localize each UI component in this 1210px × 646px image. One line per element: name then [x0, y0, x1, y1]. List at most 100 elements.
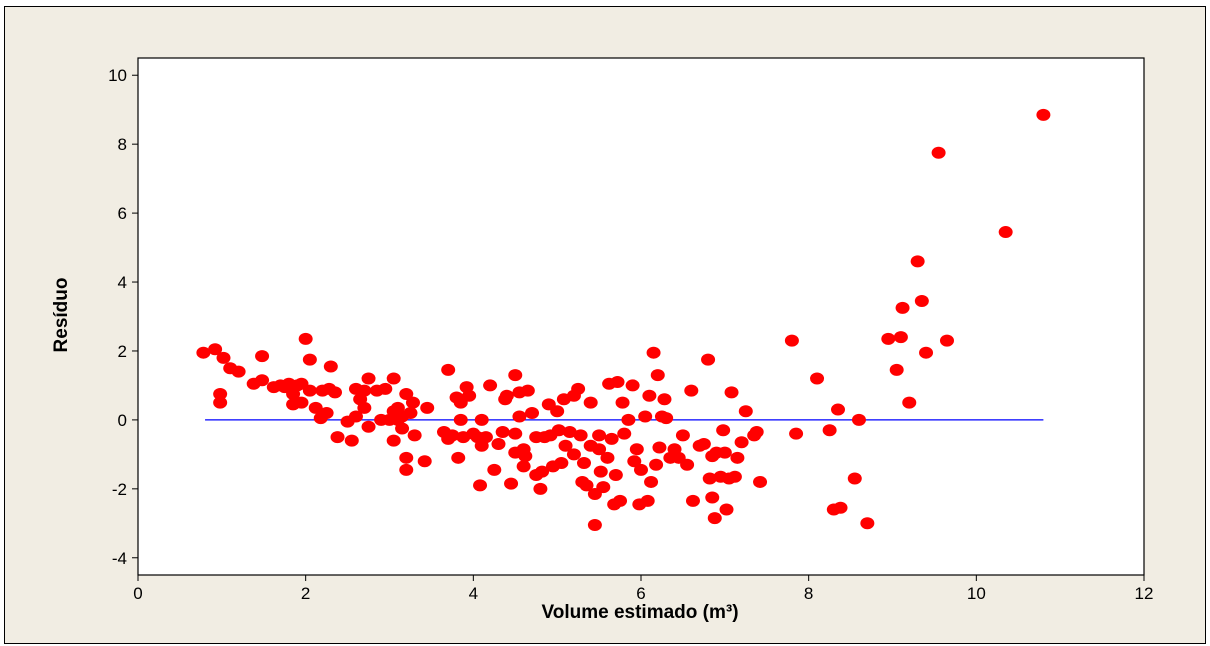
data-point	[348, 410, 363, 423]
data-point	[453, 413, 468, 426]
data-point	[499, 389, 514, 402]
y-tick-label: 2	[118, 342, 127, 361]
data-point	[213, 388, 228, 401]
data-point	[474, 413, 489, 426]
data-point	[562, 425, 577, 438]
data-point	[644, 475, 659, 488]
data-point	[784, 334, 799, 347]
data-point	[810, 372, 825, 385]
data-point	[893, 331, 908, 344]
data-point	[910, 255, 925, 268]
data-point	[749, 425, 764, 438]
data-point	[231, 365, 246, 378]
residual-scatter-chart: 0 2 4 6 8 10 12 -4 -2 0 2 4 6 8 10 Volume estimado (m³…	[51, 57, 1153, 623]
data-point	[738, 405, 753, 418]
y-tick-label: 8	[118, 135, 127, 154]
data-points	[196, 108, 1051, 532]
data-point	[895, 301, 910, 314]
data-point	[627, 455, 642, 468]
data-point	[386, 372, 401, 385]
data-point	[208, 343, 223, 356]
data-point	[399, 388, 414, 401]
data-point	[520, 384, 535, 397]
data-point	[399, 451, 414, 464]
data-point	[659, 412, 674, 425]
x-tick-label: 8	[804, 584, 813, 603]
data-point	[621, 413, 636, 426]
x-tick-label: 12	[1135, 584, 1154, 603]
data-point	[361, 420, 376, 433]
data-point	[516, 460, 531, 473]
x-tick-label: 0	[133, 584, 142, 603]
data-point	[702, 472, 717, 485]
data-point	[357, 401, 372, 414]
data-point	[386, 434, 401, 447]
data-point	[361, 372, 376, 385]
x-tick-label: 10	[967, 584, 986, 603]
data-point	[680, 458, 695, 471]
data-point	[847, 472, 862, 485]
data-point	[822, 424, 837, 437]
data-point	[508, 369, 523, 382]
y-tick-label: 6	[118, 204, 127, 223]
data-point	[727, 470, 742, 483]
data-point	[487, 463, 502, 476]
y-tick-label: 4	[118, 273, 127, 292]
plot-area	[137, 57, 1145, 576]
data-point	[323, 360, 338, 373]
data-point	[657, 393, 672, 406]
axis-ticks: 0 2 4 6 8 10 12 -4 -2 0 2 4 6 8 10	[108, 66, 1153, 603]
data-point	[512, 410, 527, 423]
data-point	[508, 427, 523, 440]
data-point	[451, 451, 466, 464]
data-point	[504, 477, 519, 490]
x-tick-label: 2	[301, 584, 310, 603]
data-point	[573, 429, 588, 442]
data-point	[629, 443, 644, 456]
data-point	[617, 427, 632, 440]
data-point	[684, 384, 699, 397]
data-point	[344, 434, 359, 447]
data-point	[592, 429, 607, 442]
data-point	[255, 374, 270, 387]
data-point	[395, 422, 410, 435]
data-point	[734, 436, 749, 449]
data-point	[634, 463, 648, 476]
data-point	[328, 386, 343, 399]
data-point	[685, 494, 700, 507]
data-point	[587, 519, 602, 532]
data-point	[319, 407, 334, 420]
data-point	[719, 503, 734, 516]
data-point	[558, 439, 573, 452]
data-point	[357, 384, 372, 397]
data-point	[625, 379, 640, 392]
data-point	[931, 146, 946, 159]
data-point	[213, 396, 228, 409]
data-point	[216, 351, 231, 364]
data-point	[302, 384, 317, 397]
data-point	[730, 451, 745, 464]
data-point	[554, 456, 569, 469]
data-point	[462, 389, 477, 402]
data-point	[675, 429, 690, 442]
data-point	[551, 424, 566, 437]
data-point	[417, 455, 432, 468]
data-point	[640, 494, 655, 507]
data-point	[716, 424, 731, 437]
data-point	[939, 334, 954, 347]
data-point	[596, 481, 611, 494]
data-point	[998, 226, 1013, 239]
data-point	[518, 450, 533, 463]
data-point	[652, 441, 667, 454]
data-point	[399, 463, 414, 476]
data-point	[705, 491, 720, 504]
data-point	[881, 332, 896, 345]
data-point	[592, 443, 607, 456]
x-tick-label: 6	[636, 584, 645, 603]
data-point	[196, 346, 211, 359]
data-point	[571, 382, 586, 395]
data-point	[610, 375, 625, 388]
data-point	[831, 403, 846, 416]
x-axis-label: Volume estimado (m³)	[541, 602, 738, 623]
chart-frame: 0 2 4 6 8 10 12 -4 -2 0 2 4 6 8 10 Volume estimado (m³…	[4, 6, 1206, 644]
